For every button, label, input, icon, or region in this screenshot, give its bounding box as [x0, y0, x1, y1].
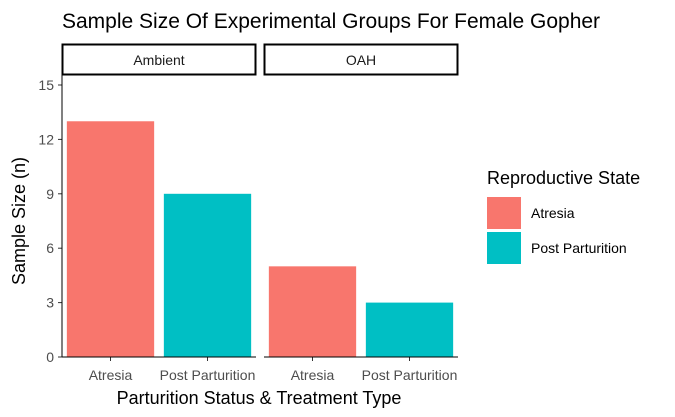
legend: Reproductive State Atresia Post Parturiti… [487, 168, 640, 264]
y-tick-label: 3 [46, 295, 54, 311]
y-tick-label: 6 [46, 240, 54, 256]
y-tick-label: 9 [46, 186, 54, 202]
y-axis-title: Sample Size (n) [9, 157, 29, 285]
legend-label-0: Atresia [531, 205, 575, 221]
bar-ambient-0 [66, 121, 155, 358]
bar-oah-1 [365, 302, 454, 357]
x-tick-label: Post Parturition [362, 367, 458, 383]
legend-title: Reproductive State [487, 168, 640, 188]
legend-label-1: Post Parturition [531, 240, 627, 256]
y-tick-label: 15 [38, 77, 54, 93]
facet-strip-0 [61, 43, 257, 76]
plot-area: 0 3 6 9 12 15 Ambient Atresia Post Parturition OA… [38, 43, 459, 383]
facet-label-1: OAH [346, 52, 376, 68]
legend-key-1 [487, 232, 521, 264]
bar-oah-0 [268, 266, 357, 357]
facet-strip-1 [263, 43, 459, 76]
x-tick-label: Atresia [291, 367, 335, 383]
y-tick-label: 0 [46, 349, 54, 365]
y-tick-label: 12 [38, 131, 54, 147]
facet-label-0: Ambient [133, 52, 184, 68]
x-tick-label: Post Parturition [160, 367, 256, 383]
legend-key-0 [487, 197, 521, 229]
chart-title: Sample Size Of Experimental Groups For F… [62, 10, 600, 33]
x-axis-title: Parturition Status & Treatment Type [117, 388, 402, 408]
x-tick-label: Atresia [89, 367, 133, 383]
bar-ambient-1 [163, 193, 252, 357]
